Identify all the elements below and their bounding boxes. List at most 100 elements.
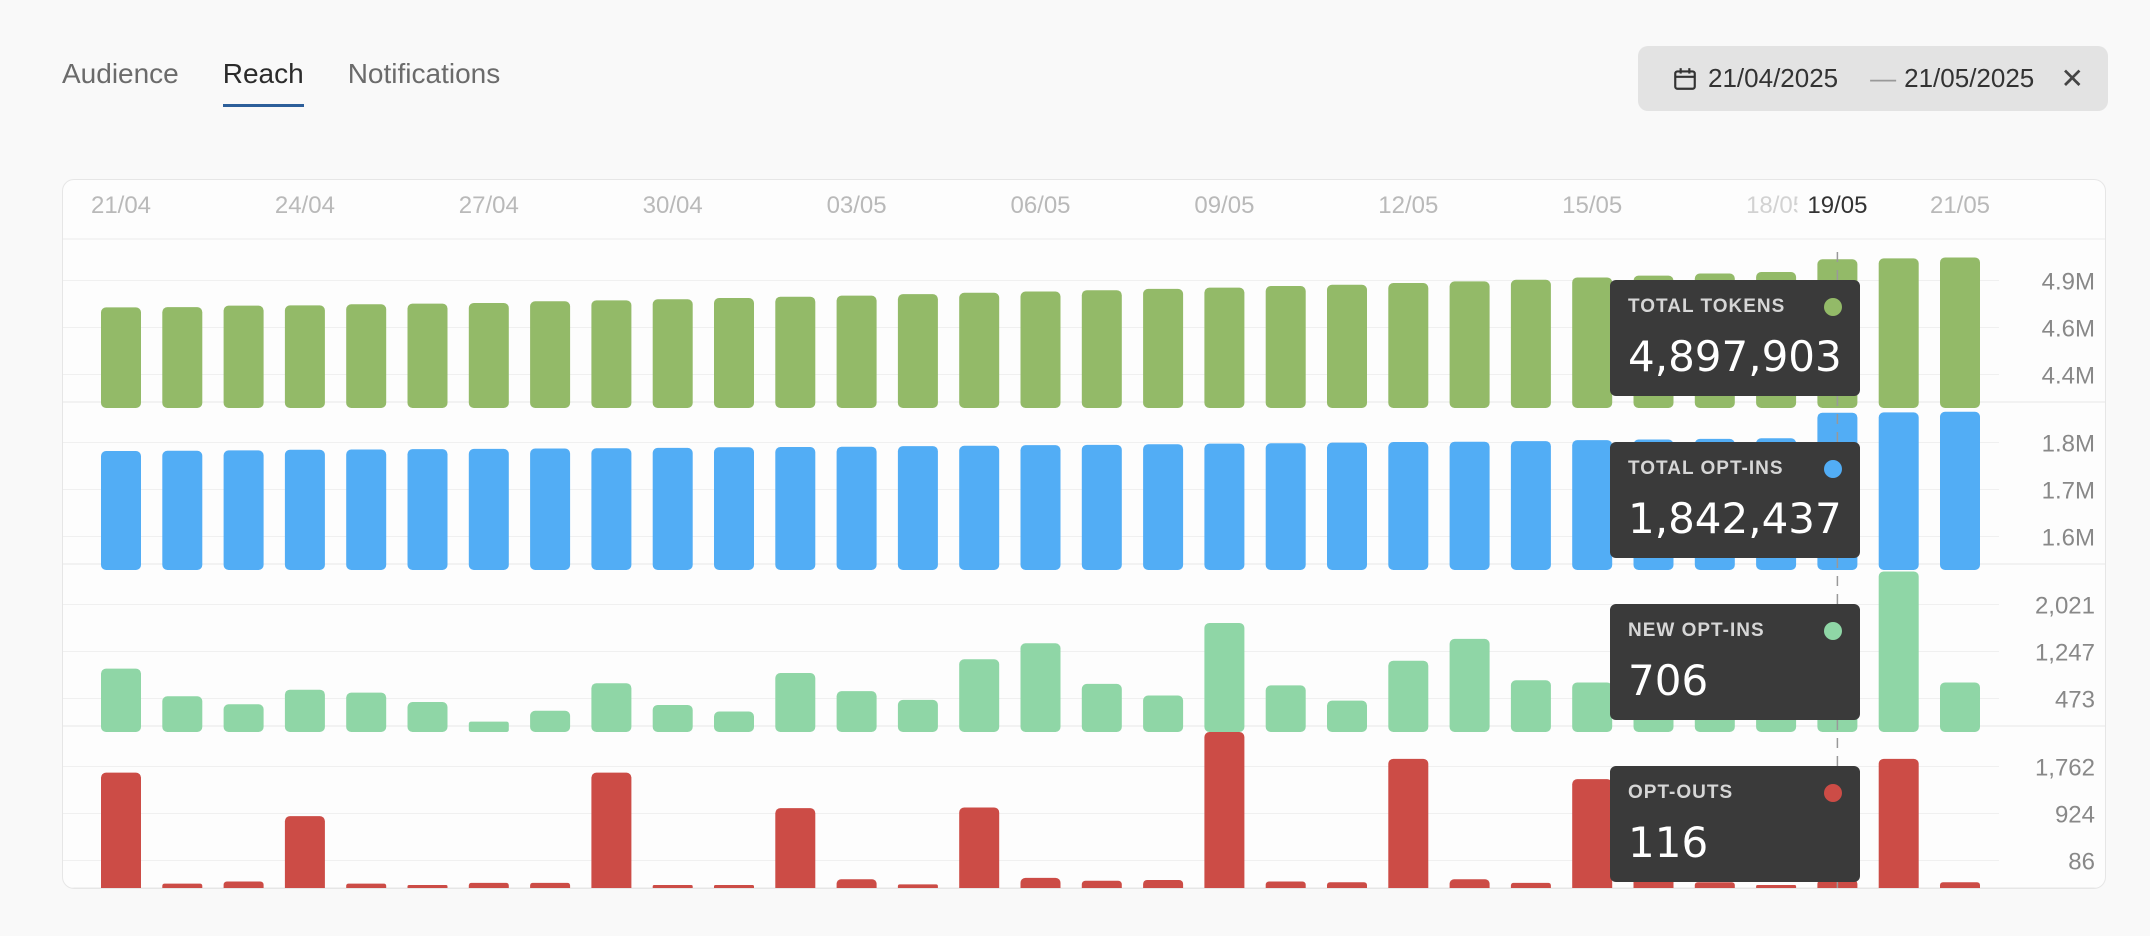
bar: [1327, 284, 1367, 408]
bar: [162, 883, 203, 888]
bar: [1510, 680, 1551, 732]
bar: [714, 298, 754, 408]
bar: [652, 299, 693, 408]
bar: [897, 699, 938, 732]
bar: [1940, 257, 1980, 408]
bar: [959, 659, 1000, 732]
bar: [1940, 682, 1980, 732]
tooltip-value: 706: [1628, 656, 1709, 705]
bar: [530, 882, 571, 888]
bar: [1020, 445, 1061, 570]
bar: [714, 711, 754, 732]
bar: [652, 885, 693, 888]
y-tick-label: 1.6M: [2042, 524, 2095, 551]
tab-audience[interactable]: Audience: [62, 58, 179, 89]
x-tick-label: 15/05: [1562, 192, 1622, 219]
bar: [1081, 880, 1122, 888]
tooltip-dot: [1824, 298, 1842, 316]
bar: [1878, 412, 1919, 570]
bar: [1940, 882, 1980, 888]
bar: [1204, 443, 1245, 570]
bar: [1081, 444, 1122, 570]
bar: [1572, 682, 1613, 732]
bar: [714, 885, 754, 888]
bar: [836, 295, 877, 408]
tab-reach[interactable]: Reach: [222, 58, 304, 107]
bar: [101, 451, 141, 570]
bar: [1388, 442, 1429, 570]
bar: [223, 305, 264, 408]
bar: [1510, 279, 1551, 408]
bar: [1081, 290, 1122, 408]
bar: [836, 691, 877, 732]
tooltip-total-tokens: TOTAL TOKENS 4,897,903: [1610, 280, 1860, 396]
bar: [1572, 440, 1613, 570]
bar: [897, 884, 938, 888]
bar: [223, 450, 264, 570]
y-tick-label: 1,762: [2035, 755, 2095, 782]
bar: [897, 294, 938, 408]
y-tick-label: 1.8M: [2042, 431, 2095, 458]
bar: [591, 683, 632, 732]
bar: [1204, 287, 1245, 408]
bar: [1143, 444, 1184, 570]
bar: [1327, 882, 1367, 888]
tooltip-value: 116: [1628, 818, 1709, 867]
x-tick-label: 27/04: [459, 192, 519, 219]
bar: [101, 668, 141, 732]
tab-bar: Audience Reach Notifications: [62, 58, 500, 107]
bar: [1449, 441, 1490, 570]
bar: [1388, 283, 1429, 408]
x-tick-label: 12/05: [1378, 192, 1438, 219]
bar: [1388, 660, 1429, 732]
bar: [1388, 758, 1429, 888]
tooltip-dot: [1824, 622, 1842, 640]
bar: [1020, 877, 1061, 888]
date-range-start[interactable]: 21/04/2025: [1708, 63, 1839, 93]
bar: [836, 879, 877, 888]
tab-notifications[interactable]: Notifications: [347, 58, 501, 89]
bar: [101, 772, 141, 888]
x-tick-label: 24/04: [275, 192, 335, 219]
x-tick-label: 30/04: [643, 192, 703, 219]
reach-chart: 21/04 24/04 27/04 30/04 03/05 06/05 09/05 12/05…: [62, 179, 2106, 889]
bar: [1143, 288, 1184, 408]
bar: [1265, 443, 1306, 570]
bar: [775, 447, 816, 570]
bar: [1449, 638, 1490, 732]
tooltip-label: OPT-OUTS: [1628, 782, 1734, 803]
close-icon[interactable]: ✕: [2060, 63, 2084, 94]
x-tick-label: 03/05: [827, 192, 887, 219]
bar: [652, 447, 693, 570]
y-tick-label: 4.9M: [2042, 269, 2095, 296]
x-tick-label-highlight: 19/05: [1807, 192, 1867, 219]
x-tick-label: 21/05: [1930, 192, 1990, 219]
bar: [530, 710, 571, 732]
bar: [1143, 695, 1184, 732]
bar: [1510, 882, 1551, 888]
tooltip-new-opt-ins: NEW OPT-INS 706: [1610, 604, 1860, 720]
y-tick-label: 924: [2055, 801, 2095, 828]
bar: [1265, 685, 1306, 732]
tooltip-total-opt-ins: TOTAL OPT-INS 1,842,437: [1610, 442, 1860, 558]
tooltip-opt-outs: OPT-OUTS 116: [1610, 766, 1860, 882]
y-tick-label: 2,021: [2035, 593, 2095, 620]
bar: [591, 448, 632, 570]
bar: [1449, 879, 1490, 888]
y-tick-label: 4.6M: [2042, 315, 2095, 342]
bar: [1510, 441, 1551, 570]
tooltip-value: 1,842,437: [1628, 494, 1842, 543]
date-range-end[interactable]: 21/05/2025: [1904, 63, 2035, 93]
bar: [959, 807, 1000, 888]
bar: [346, 883, 387, 888]
bar: [897, 446, 938, 570]
bar: [1327, 700, 1367, 732]
bar: [1020, 291, 1061, 408]
tooltip-label: TOTAL OPT-INS: [1628, 458, 1784, 479]
bar: [1449, 281, 1490, 408]
bar: [468, 448, 509, 570]
bar: [223, 881, 264, 888]
bar: [652, 704, 693, 732]
bar: [959, 292, 1000, 408]
date-range-picker[interactable]: 21/04/2025 — 21/05/2025 ✕: [1638, 46, 2108, 111]
